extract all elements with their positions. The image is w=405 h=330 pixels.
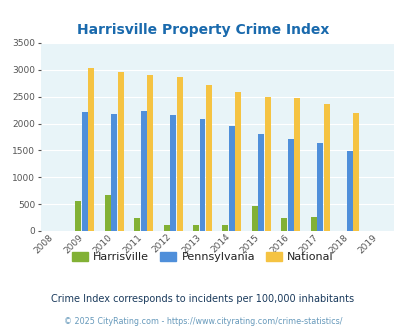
Text: Crime Index corresponds to incidents per 100,000 inhabitants: Crime Index corresponds to incidents per…: [51, 294, 354, 304]
Text: Harrisville Property Crime Index: Harrisville Property Crime Index: [77, 23, 328, 37]
Legend: Harrisville, Pennsylvania, National: Harrisville, Pennsylvania, National: [68, 248, 337, 267]
Bar: [134, 218, 140, 231]
Bar: [111, 114, 117, 231]
Bar: [251, 206, 257, 231]
Text: © 2025 CityRating.com - https://www.cityrating.com/crime-statistics/: © 2025 CityRating.com - https://www.city…: [64, 317, 341, 326]
Bar: [104, 195, 111, 231]
Bar: [323, 104, 329, 231]
Bar: [316, 143, 322, 231]
Bar: [346, 151, 352, 231]
Bar: [205, 84, 211, 231]
Bar: [192, 224, 198, 231]
Bar: [264, 97, 270, 231]
Bar: [281, 218, 287, 231]
Bar: [199, 119, 205, 231]
Bar: [163, 225, 169, 231]
Bar: [81, 112, 87, 231]
Bar: [294, 98, 300, 231]
Bar: [310, 217, 316, 231]
Bar: [170, 115, 176, 231]
Bar: [75, 201, 81, 231]
Bar: [176, 77, 182, 231]
Bar: [140, 111, 146, 231]
Bar: [147, 75, 153, 231]
Bar: [287, 139, 293, 231]
Bar: [117, 72, 124, 231]
Bar: [258, 134, 264, 231]
Bar: [228, 126, 234, 231]
Bar: [235, 91, 241, 231]
Bar: [222, 224, 228, 231]
Bar: [88, 68, 94, 231]
Bar: [352, 113, 358, 231]
